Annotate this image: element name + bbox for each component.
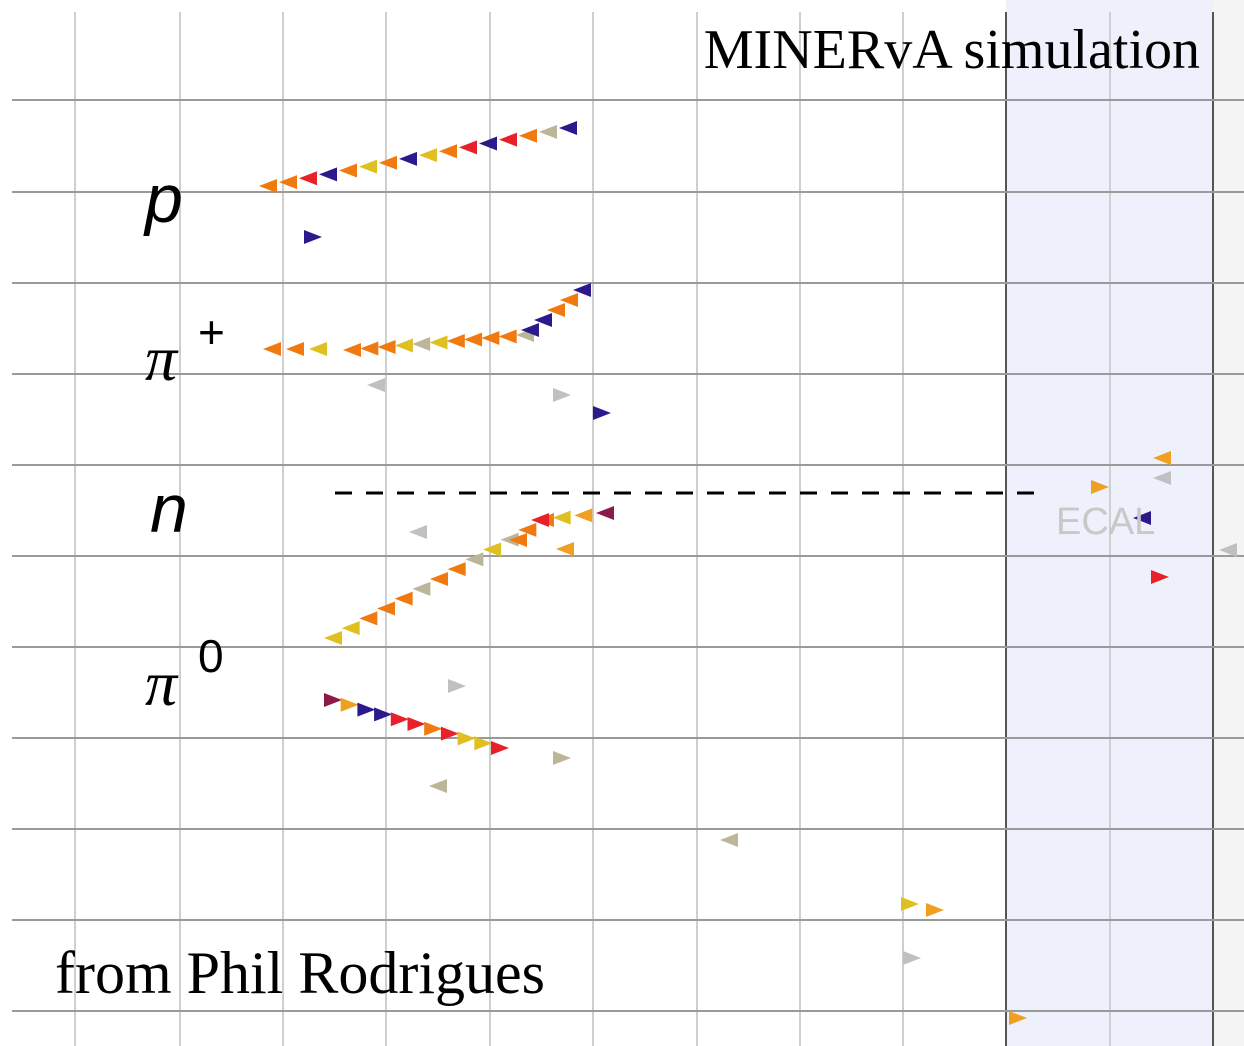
hit <box>395 592 413 606</box>
hit <box>518 523 536 537</box>
hit <box>319 167 337 181</box>
hit <box>343 343 361 357</box>
hit <box>439 144 457 158</box>
hit <box>419 148 437 162</box>
hit <box>357 703 375 717</box>
hit <box>360 342 378 356</box>
hit <box>259 179 277 193</box>
hit <box>464 333 482 347</box>
hit <box>483 543 501 557</box>
hit <box>465 552 483 566</box>
hit <box>399 152 417 166</box>
hit <box>553 388 571 402</box>
hcal-region <box>1213 0 1244 1046</box>
hit <box>447 334 465 348</box>
hit <box>559 121 577 135</box>
hit <box>263 342 281 356</box>
hit <box>556 542 574 556</box>
hit <box>299 171 317 185</box>
hit <box>519 129 537 143</box>
hit <box>341 698 359 712</box>
label-p: p <box>143 161 183 237</box>
hit <box>379 156 397 170</box>
hit <box>286 342 304 356</box>
hit <box>593 406 611 420</box>
hit <box>324 693 342 707</box>
hit <box>448 562 466 576</box>
label-pi-plus: π <box>145 323 179 394</box>
hit <box>424 722 442 736</box>
label-pi-plus-charge: + <box>198 306 225 358</box>
hit <box>430 336 448 350</box>
hit <box>304 230 322 244</box>
hit <box>408 717 426 731</box>
hit <box>359 160 377 174</box>
hit <box>374 707 392 721</box>
hit <box>279 175 297 189</box>
hit <box>342 621 360 635</box>
hit <box>479 136 497 150</box>
hit <box>339 164 357 178</box>
credit: from Phil Rodrigues <box>55 940 545 1006</box>
page: MINERvA simulation p π + n π 0 ECAL from… <box>0 0 1244 1046</box>
hit <box>391 712 409 726</box>
title: MINERvA simulation <box>704 19 1200 81</box>
hit <box>553 511 571 525</box>
hit <box>459 140 477 154</box>
hit <box>367 378 385 392</box>
hit <box>499 330 517 344</box>
ecal-label: ECAL <box>1056 501 1155 543</box>
hit <box>412 582 430 596</box>
hit <box>553 751 571 765</box>
hit <box>409 525 427 539</box>
hit <box>926 903 944 917</box>
hit <box>901 897 919 911</box>
hit <box>596 506 614 520</box>
hit <box>412 337 430 351</box>
hit <box>574 508 592 522</box>
hit <box>309 342 327 356</box>
event-display: MINERvA simulation p π + n π 0 ECAL from… <box>0 0 1244 1046</box>
hit <box>430 572 448 586</box>
hit <box>720 833 738 847</box>
hit <box>359 611 377 625</box>
hit <box>448 679 466 693</box>
hit <box>458 731 476 745</box>
hit <box>539 125 557 139</box>
label-pi-zero: π <box>145 648 179 719</box>
hit <box>324 631 342 645</box>
hit <box>491 741 509 755</box>
hit <box>499 133 517 147</box>
hit <box>429 779 447 793</box>
label-n: n <box>150 471 188 547</box>
label-pi-zero-charge: 0 <box>198 630 224 682</box>
hit <box>395 339 413 353</box>
hit <box>903 951 921 965</box>
